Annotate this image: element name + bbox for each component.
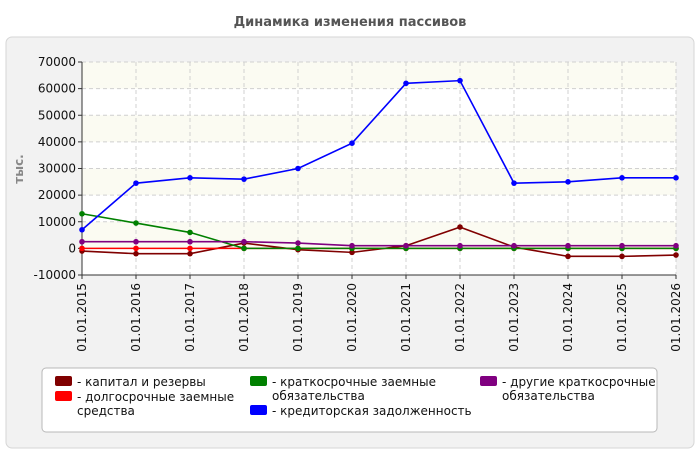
data-point-s4-1 (133, 238, 139, 245)
y-tick-label: 30000 (38, 162, 76, 176)
legend-label-1: - долгосрочные заемные (77, 390, 234, 404)
x-tick-label: 01.01.2022 (453, 283, 467, 352)
data-point-s2-2 (187, 229, 193, 236)
data-point-s3-9 (565, 179, 571, 185)
data-point-s4-8 (511, 242, 517, 249)
data-point-s2-1 (133, 220, 139, 226)
data-point-s2-3 (241, 245, 247, 252)
series-line-2 (81, 212, 676, 250)
data-point-s3-1 (133, 180, 139, 186)
legend-label-4: обязательства (502, 389, 595, 403)
data-point-s0-11 (673, 252, 679, 258)
legend-swatch-3 (250, 405, 267, 415)
x-tick-label: 01.01.2018 (237, 283, 251, 352)
data-point-s4-6 (403, 242, 409, 249)
x-tick-label: 01.01.2015 (75, 283, 89, 352)
data-point-s3-6 (403, 80, 409, 87)
legend: - капитал и резервы- долгосрочные заемны… (55, 375, 656, 418)
grid-band (82, 62, 676, 89)
data-point-s3-8 (511, 180, 517, 186)
x-tick-label: 01.01.2023 (507, 283, 521, 352)
legend-swatch-2 (250, 376, 267, 386)
data-point-s4-0 (79, 238, 85, 245)
x-tick-label: 01.01.2019 (291, 283, 305, 352)
y-tick-label: 50000 (38, 108, 76, 122)
data-point-s1-1 (133, 245, 139, 252)
data-point-s0-7 (457, 224, 463, 230)
y-tick-label: 0 (68, 241, 76, 255)
data-point-s3-11 (673, 175, 679, 181)
legend-swatch-0 (55, 376, 72, 386)
y-tick-label: 60000 (38, 82, 76, 96)
grid-band (82, 221, 676, 249)
data-point-s4-10 (619, 242, 625, 249)
data-point-s4-2 (187, 238, 193, 245)
legend-label-2: обязательства (272, 389, 365, 403)
data-point-s4-9 (565, 242, 571, 249)
data-point-s4-3 (241, 238, 247, 245)
data-point-s3-2 (187, 175, 193, 181)
x-tick-label: 01.01.2025 (615, 283, 629, 352)
data-point-s4-5 (349, 242, 355, 249)
x-tick-label: 01.01.2021 (399, 283, 413, 352)
legend-box (41, 367, 658, 433)
data-point-s3-0 (79, 226, 85, 233)
data-point-s3-5 (349, 140, 355, 147)
legend-label-3: - кредиторская задолженность (272, 404, 472, 418)
legend-label-4: - другие краткосрочные (502, 375, 656, 389)
grid-band (82, 168, 676, 196)
data-point-s0-5 (349, 249, 355, 256)
data-point-s4-7 (457, 242, 463, 249)
legend-label-1: средства (77, 404, 135, 418)
y-tick-label: 20000 (38, 188, 76, 202)
data-point-s2-0 (79, 210, 85, 217)
data-point-s1-0 (79, 245, 85, 252)
data-point-s4-11 (673, 242, 679, 249)
data-point-s0-9 (565, 253, 571, 260)
y-tick-label: 40000 (38, 135, 76, 149)
series-line-3 (81, 79, 676, 231)
data-point-s0-10 (619, 253, 625, 260)
data-point-s0-1 (133, 250, 139, 257)
y-tick-label: -10000 (33, 268, 76, 282)
data-point-s3-3 (241, 176, 247, 182)
y-tick-label: 70000 (38, 55, 76, 69)
x-tick-label: 01.01.2024 (561, 283, 575, 352)
x-tick-label: 01.01.2020 (345, 283, 359, 352)
y-tick-label: 10000 (38, 215, 76, 229)
plot-area: -10000 0 10000 20000 30000 40000 50000 60000 700… (33, 55, 683, 352)
data-point-s4-4 (295, 240, 301, 246)
legend-label-2: - краткосрочные заемные (272, 375, 436, 389)
data-point-s0-2 (187, 250, 193, 257)
x-tick-label: 01.01.2016 (129, 283, 143, 352)
x-tick-label: 01.01.2017 (183, 283, 197, 352)
data-point-s3-7 (457, 77, 463, 84)
x-tick-label: 01.01.2026 (669, 283, 683, 352)
legend-swatch-4 (480, 376, 497, 386)
legend-label-0: - капитал и резервы (77, 375, 206, 389)
series-line-4 (82, 240, 676, 247)
y-axis-label: тыс. (12, 154, 26, 183)
data-point-s3-10 (619, 175, 625, 181)
legend-swatch-1 (55, 391, 72, 401)
chart-title: Динамика изменения пассивов (234, 15, 467, 30)
data-point-s3-4 (295, 165, 301, 172)
data-point-s1-2 (187, 245, 193, 252)
grid-band (82, 115, 676, 142)
data-point-s2-4 (295, 245, 301, 252)
